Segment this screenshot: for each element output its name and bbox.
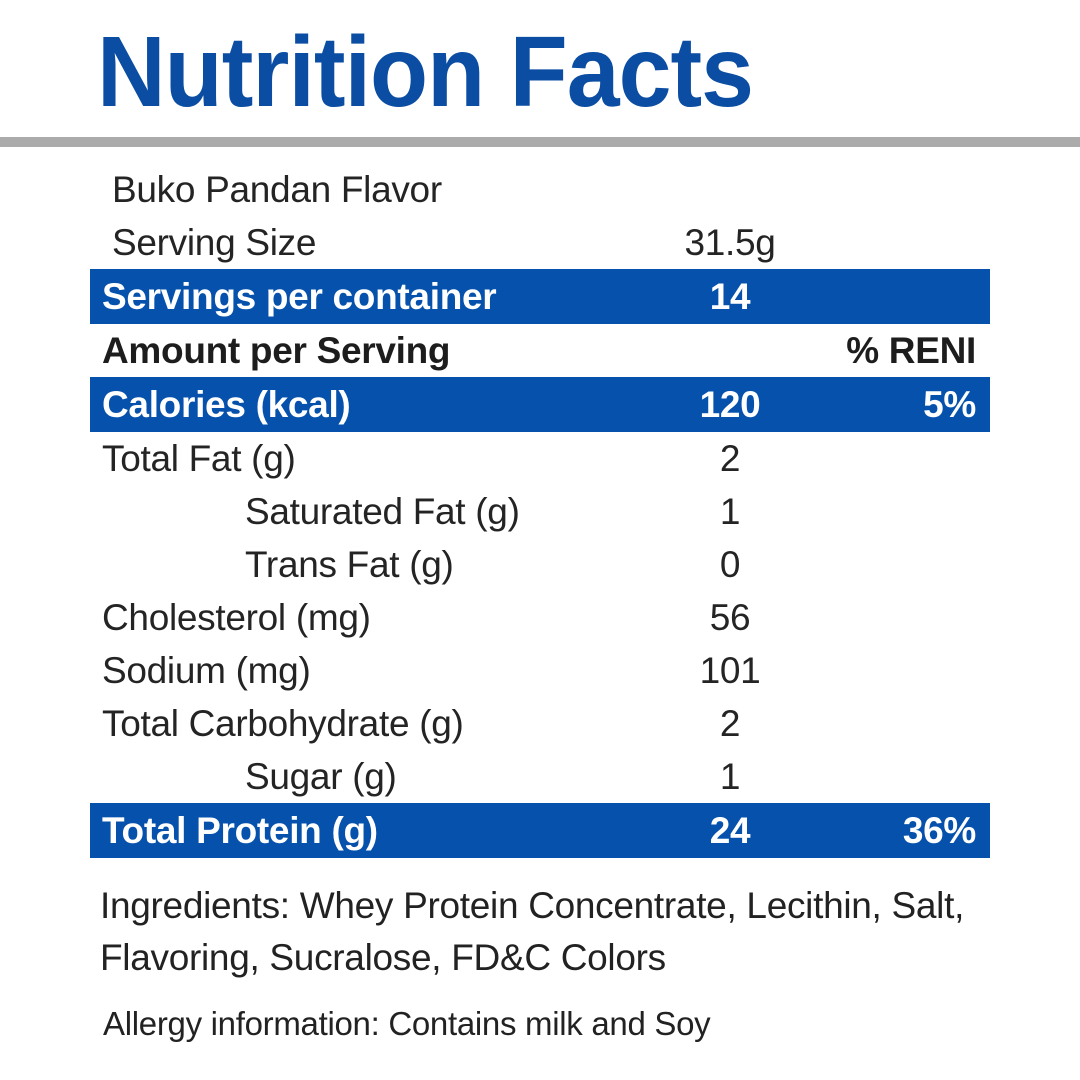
row-label: Total Fat (g) (102, 437, 296, 479)
table-row: Saturated Fat (g) 1 (90, 485, 990, 538)
row-value: 2 (719, 437, 741, 479)
table-row: Amount per Serving % RENI (90, 324, 990, 377)
title-divider (0, 137, 1080, 147)
row-label: Amount per Serving (102, 329, 451, 371)
row-value: 1 (719, 490, 741, 532)
row-label: Total Carbohydrate (g) (102, 702, 464, 744)
row-label: Servings per container (102, 275, 497, 317)
row-percent: 36% (902, 809, 976, 851)
table-row: Total Protein (g) 24 36% (90, 803, 990, 858)
row-value: 31.5g (684, 221, 776, 263)
allergy-text: Allergy information: Contains milk and S… (103, 1005, 711, 1042)
table-row: Sugar (g) 1 (90, 750, 990, 803)
row-value: 56 (709, 596, 751, 638)
row-value: 101 (699, 649, 761, 691)
table-row: Buko Pandan Flavor (90, 163, 990, 216)
table-row: Trans Fat (g) 0 (90, 538, 990, 591)
row-label: Calories (kcal) (102, 383, 351, 425)
row-label: Sugar (g) (245, 755, 397, 797)
row-value: 0 (719, 543, 741, 585)
row-value: 1 (719, 755, 741, 797)
table-row: Serving Size 31.5g (90, 216, 990, 269)
table-row: Cholesterol (mg) 56 (90, 591, 990, 644)
nutrition-table: Buko Pandan Flavor Serving Size 31.5g Servi… (90, 163, 990, 858)
table-row: Sodium (mg) 101 (90, 644, 990, 697)
row-label: Serving Size (112, 221, 317, 263)
row-value: 14 (709, 275, 751, 317)
table-row: Total Fat (g) 2 (90, 432, 990, 485)
row-label: Saturated Fat (g) (245, 490, 520, 532)
table-row: Total Carbohydrate (g) 2 (90, 697, 990, 750)
row-label: Total Protein (g) (102, 809, 378, 851)
row-percent: % RENI (846, 329, 976, 371)
row-label: Buko Pandan Flavor (112, 168, 442, 210)
ingredients-text: Ingredients: Whey Protein Concentrate, L… (100, 885, 965, 978)
row-label: Cholesterol (mg) (102, 596, 371, 638)
row-percent: 5% (923, 383, 976, 425)
row-value: 24 (709, 809, 751, 851)
table-row: Servings per container 14 (90, 269, 990, 324)
page-title: Nutrition Facts (97, 16, 754, 128)
table-row: Calories (kcal) 120 5% (90, 377, 990, 432)
row-value: 2 (719, 702, 741, 744)
row-label: Trans Fat (g) (245, 543, 454, 585)
row-label: Sodium (mg) (102, 649, 311, 691)
row-value: 120 (699, 383, 761, 425)
